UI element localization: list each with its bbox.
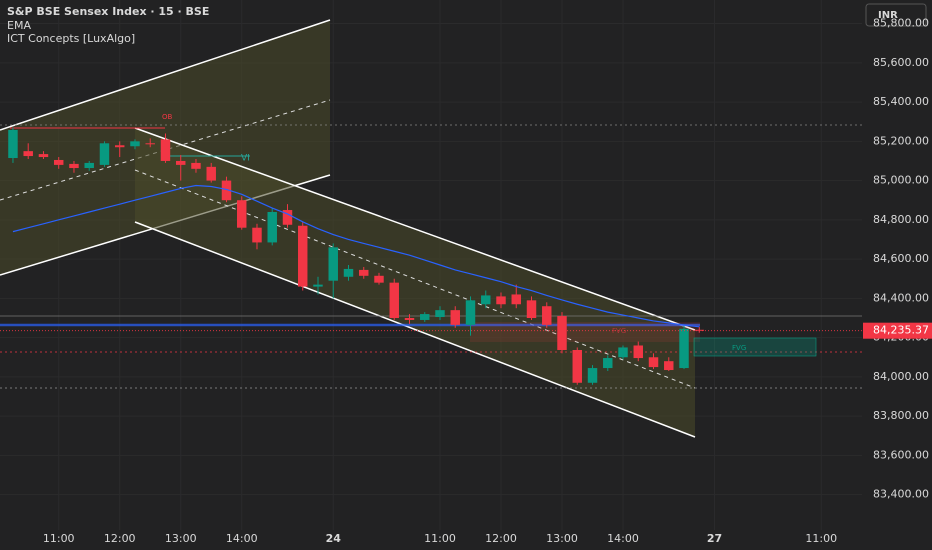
candle-body xyxy=(679,328,689,369)
x-tick-label: 12:00 xyxy=(104,532,136,545)
y-tick-label: 83,800.00 xyxy=(873,409,929,422)
candle-body xyxy=(38,154,49,158)
marks xyxy=(0,127,862,385)
candle-body xyxy=(404,318,415,320)
y-tick-label: 84,600.00 xyxy=(873,252,929,265)
channel-line xyxy=(134,221,696,438)
chart-title: S&P BSE Sensex Index · 15 · BSE xyxy=(7,5,209,18)
candle-body xyxy=(664,361,674,371)
candle-body xyxy=(587,368,598,383)
candle-body xyxy=(130,141,140,147)
annotation: VI xyxy=(241,154,250,164)
fvg-box xyxy=(470,322,700,342)
x-tick-label: 24 xyxy=(326,532,342,545)
candle-body xyxy=(237,200,247,228)
candle-body xyxy=(542,306,552,325)
channel-line xyxy=(0,19,331,131)
y-tick-label: 84,800.00 xyxy=(873,213,929,226)
candle-body xyxy=(23,151,33,157)
candle-body xyxy=(435,310,445,318)
indicator: ICT Concepts [LuxAlgo] xyxy=(7,32,135,45)
annotation: OB xyxy=(162,113,173,121)
ema-line xyxy=(12,184,700,328)
x-tick-label: 14:00 xyxy=(607,532,639,545)
candle-body xyxy=(633,345,643,359)
x-tick-label: 11:00 xyxy=(805,532,837,545)
candle-body xyxy=(145,143,155,145)
candle-body xyxy=(359,269,369,276)
candle-body xyxy=(648,357,659,368)
candle-body xyxy=(496,296,506,305)
y-tick-label: 85,200.00 xyxy=(873,134,929,147)
x-tick-label: 14:00 xyxy=(226,532,258,545)
candle-body xyxy=(618,347,628,358)
candle-body xyxy=(328,247,338,281)
candle-body xyxy=(420,314,430,320)
candle-body xyxy=(282,210,293,225)
last-price-label: 84,235.37 xyxy=(873,324,929,337)
candle-body xyxy=(84,162,94,169)
candle-body xyxy=(99,143,110,165)
x-tick-label: 13:00 xyxy=(165,532,197,545)
candle-body xyxy=(511,294,521,305)
candle-body xyxy=(526,300,537,318)
y-tick-label: 83,400.00 xyxy=(873,488,929,501)
candle-body xyxy=(481,295,491,305)
candle-body xyxy=(191,162,201,169)
candle-body xyxy=(175,160,186,165)
currency-button[interactable] xyxy=(865,3,927,27)
price-axis xyxy=(862,0,932,550)
candle-body xyxy=(221,180,232,201)
candle-body xyxy=(69,163,79,169)
x-tick-label: 13:00 xyxy=(546,532,578,545)
candle-body xyxy=(572,349,582,383)
candle-body xyxy=(313,284,323,287)
annotation: FVG xyxy=(732,344,746,352)
candle-body xyxy=(694,329,704,331)
candle-body xyxy=(160,139,171,161)
currency[interactable]: INR xyxy=(878,10,898,21)
candle-body xyxy=(450,310,460,325)
candle-body xyxy=(343,268,354,277)
y-tick-label: 85,800.00 xyxy=(873,17,929,30)
x-tick-label: 11:00 xyxy=(43,532,75,545)
candle-body xyxy=(267,212,277,243)
y-tick-label: 84,400.00 xyxy=(873,291,929,304)
candle-body xyxy=(557,316,567,350)
candle-body xyxy=(206,166,216,181)
channel-fill xyxy=(135,128,695,437)
fvg-box xyxy=(693,337,817,357)
candle-body xyxy=(389,282,399,318)
candle-body xyxy=(114,145,125,148)
y-tick-label: 85,400.00 xyxy=(873,95,929,108)
candle-body xyxy=(8,129,18,159)
x-tick-label: 11:00 xyxy=(424,532,456,545)
candle-body xyxy=(252,227,262,243)
y-tick-label: 85,000.00 xyxy=(873,174,929,187)
x-tick-label: 27 xyxy=(707,532,722,545)
candle-body xyxy=(465,300,476,325)
candle-body xyxy=(374,275,384,283)
last-price-tag xyxy=(863,322,932,339)
indicator: EMA xyxy=(7,19,31,32)
candle-body xyxy=(603,358,613,369)
candle-body xyxy=(298,225,308,287)
x-tick-label: 12:00 xyxy=(485,532,517,545)
annotation: FVG xyxy=(612,327,626,335)
y-tick-label: 85,600.00 xyxy=(873,56,929,69)
y-tick-label: 84,000.00 xyxy=(873,370,929,383)
channel-mid xyxy=(0,99,331,201)
candle-body xyxy=(53,159,64,165)
channel-line xyxy=(134,127,696,331)
y-tick-label: 83,600.00 xyxy=(873,448,929,461)
